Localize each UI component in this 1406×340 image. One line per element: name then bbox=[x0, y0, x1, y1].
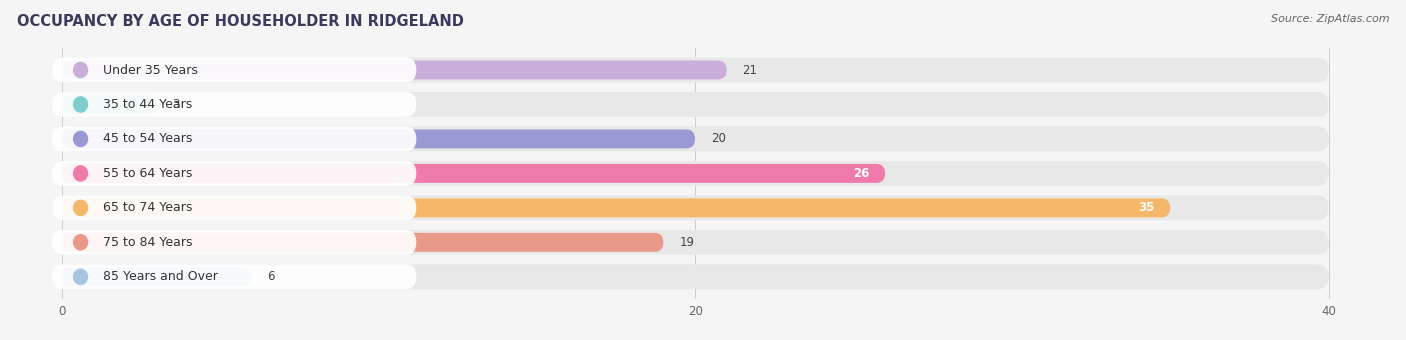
FancyBboxPatch shape bbox=[62, 126, 1329, 151]
FancyBboxPatch shape bbox=[62, 161, 1329, 186]
FancyBboxPatch shape bbox=[62, 164, 886, 183]
FancyBboxPatch shape bbox=[62, 57, 1329, 82]
FancyBboxPatch shape bbox=[52, 265, 416, 289]
Text: 45 to 54 Years: 45 to 54 Years bbox=[103, 133, 193, 146]
Text: 35: 35 bbox=[1137, 201, 1154, 214]
FancyBboxPatch shape bbox=[62, 130, 695, 149]
FancyBboxPatch shape bbox=[62, 230, 1329, 255]
FancyBboxPatch shape bbox=[62, 61, 727, 80]
Circle shape bbox=[73, 269, 87, 284]
FancyBboxPatch shape bbox=[52, 92, 416, 117]
Text: 35 to 44 Years: 35 to 44 Years bbox=[103, 98, 193, 111]
Text: 75 to 84 Years: 75 to 84 Years bbox=[103, 236, 193, 249]
Text: 26: 26 bbox=[853, 167, 869, 180]
Text: 19: 19 bbox=[679, 236, 695, 249]
FancyBboxPatch shape bbox=[62, 233, 664, 252]
FancyBboxPatch shape bbox=[62, 267, 252, 286]
Text: 6: 6 bbox=[267, 270, 276, 283]
Circle shape bbox=[73, 166, 87, 181]
Text: 3: 3 bbox=[173, 98, 180, 111]
Text: OCCUPANCY BY AGE OF HOUSEHOLDER IN RIDGELAND: OCCUPANCY BY AGE OF HOUSEHOLDER IN RIDGE… bbox=[17, 14, 464, 29]
Circle shape bbox=[73, 97, 87, 112]
Text: Source: ZipAtlas.com: Source: ZipAtlas.com bbox=[1271, 14, 1389, 23]
Circle shape bbox=[73, 63, 87, 78]
Text: 20: 20 bbox=[711, 133, 725, 146]
FancyBboxPatch shape bbox=[62, 265, 1329, 289]
FancyBboxPatch shape bbox=[62, 195, 1329, 220]
Circle shape bbox=[73, 131, 87, 147]
Text: 85 Years and Over: 85 Years and Over bbox=[103, 270, 218, 283]
Text: 55 to 64 Years: 55 to 64 Years bbox=[103, 167, 193, 180]
Text: 21: 21 bbox=[742, 64, 758, 76]
FancyBboxPatch shape bbox=[62, 95, 156, 114]
Circle shape bbox=[73, 200, 87, 216]
Circle shape bbox=[73, 235, 87, 250]
FancyBboxPatch shape bbox=[52, 57, 416, 82]
Text: Under 35 Years: Under 35 Years bbox=[103, 64, 198, 76]
FancyBboxPatch shape bbox=[52, 126, 416, 151]
FancyBboxPatch shape bbox=[52, 161, 416, 186]
FancyBboxPatch shape bbox=[52, 195, 416, 220]
FancyBboxPatch shape bbox=[52, 230, 416, 255]
FancyBboxPatch shape bbox=[62, 92, 1329, 117]
Text: 65 to 74 Years: 65 to 74 Years bbox=[103, 201, 193, 214]
FancyBboxPatch shape bbox=[62, 198, 1170, 217]
